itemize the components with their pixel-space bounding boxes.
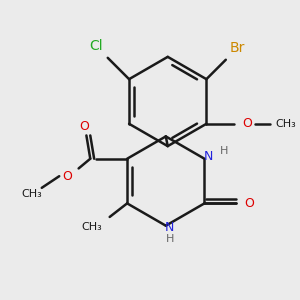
Text: N: N (204, 150, 213, 163)
Text: CH₃: CH₃ (22, 189, 42, 199)
Text: O: O (244, 197, 254, 210)
Text: O: O (242, 117, 252, 130)
Text: O: O (62, 170, 72, 183)
Text: H: H (220, 146, 228, 156)
Text: Br: Br (230, 41, 245, 55)
Text: Cl: Cl (89, 39, 103, 53)
Text: CH₃: CH₃ (82, 222, 103, 232)
Text: N: N (165, 221, 174, 234)
Text: O: O (80, 120, 89, 133)
Text: H: H (166, 234, 174, 244)
Text: CH₃: CH₃ (276, 119, 296, 129)
